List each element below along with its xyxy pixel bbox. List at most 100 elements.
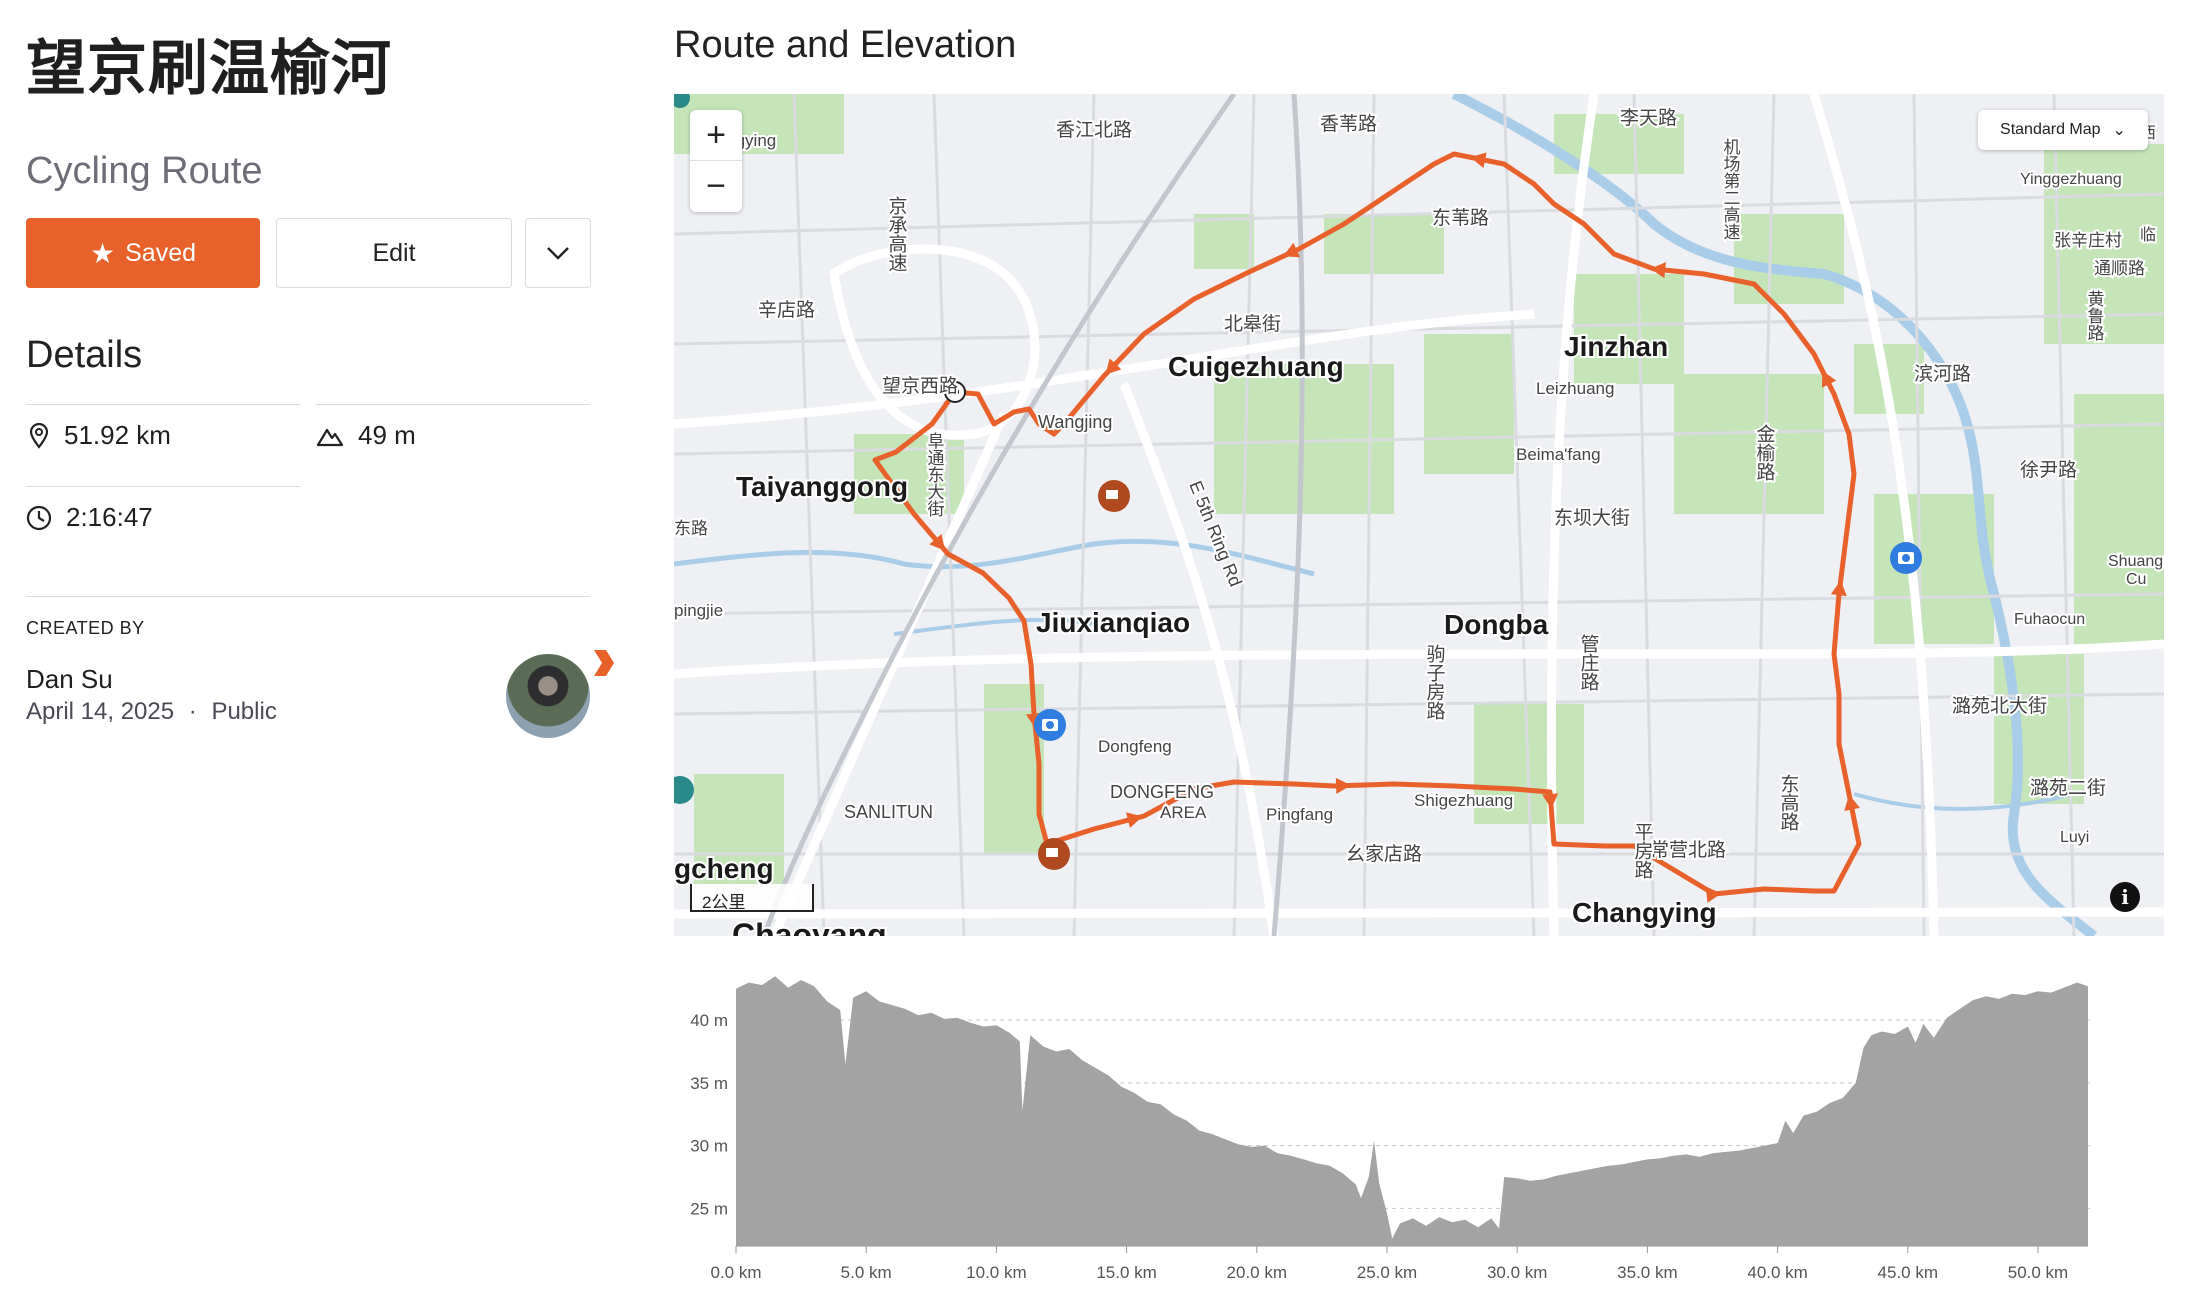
details-heading: Details (26, 334, 143, 376)
map-label: Jiuxianqiao (1036, 607, 1190, 638)
created-date: April 14, 2025 (26, 698, 175, 725)
route-elevation-heading: Route and Elevation (674, 24, 1017, 66)
route-direction-arrow (1470, 152, 1487, 169)
route-direction-arrow (1126, 812, 1143, 828)
route-direction-arrow (1283, 242, 1301, 258)
map-label: 香江北路 (1056, 119, 1132, 141)
water-features (674, 94, 2098, 936)
route-type: Cycling Route (26, 150, 263, 192)
star-icon: ★ (90, 237, 116, 269)
edit-label: Edit (372, 238, 416, 267)
y-tick-label: 30 m (690, 1137, 728, 1156)
map-label: Jinzhan (1564, 331, 1668, 362)
map-label: gcheng (674, 853, 774, 884)
saved-label: Saved (125, 238, 196, 267)
map-label: 东坝大街 (1554, 507, 1630, 529)
x-tick-label: 5.0 km (841, 1263, 892, 1282)
edit-button[interactable]: Edit (276, 218, 512, 288)
map-label: Leizhuang (1536, 379, 1614, 398)
map-label: SANLITUN (844, 802, 933, 822)
route-line (872, 151, 1862, 897)
map-label: 通顺路 (2094, 259, 2145, 278)
park-areas (674, 94, 2164, 884)
map-label: 驹子房路 (1424, 644, 1446, 720)
start-marker[interactable] (944, 381, 966, 403)
map-label: pingjie (674, 601, 723, 620)
divider (26, 596, 590, 597)
divider (316, 404, 590, 405)
mountain-icon (316, 428, 344, 446)
coffee-icon[interactable] (1038, 838, 1070, 870)
route-direction-arrow (1335, 777, 1352, 794)
route-direction-arrow (1705, 886, 1722, 903)
zoom-in-button[interactable]: + (690, 110, 742, 161)
route-direction-arrow (1105, 358, 1122, 375)
map-label: Luyi (2060, 829, 2089, 846)
coffee-icon[interactable] (1098, 480, 1130, 512)
elevation-stat: 49 m (316, 420, 416, 451)
map-label: 黄鲁路 (2085, 290, 2105, 341)
map-label: 幺家店路 (1346, 843, 1422, 865)
divider (26, 404, 300, 405)
route-map[interactable]: Cuigezhuang Jinzhan Taiyanggong Jiuxianqiao… (674, 94, 2164, 936)
map-label: Changying (1572, 897, 1717, 928)
info-icon[interactable]: i (2110, 882, 2140, 912)
zoom-control[interactable]: + − (690, 110, 742, 212)
map-label: 阜通东大街 (925, 432, 945, 517)
camera-icon[interactable] (1034, 709, 1066, 741)
x-tick-label: 0.0 km (710, 1263, 761, 1282)
more-options-button[interactable] (525, 218, 591, 288)
map-label: 辛店路 (758, 299, 815, 321)
map-label: Wangjing (1038, 412, 1112, 432)
subscriber-badge-icon (594, 650, 614, 676)
map-label: Chaoyang (732, 917, 887, 936)
map-label: 潞苑二街 (2030, 777, 2106, 799)
map-label: Shuang (2108, 553, 2163, 570)
author-meta: April 14, 2025 · Public (26, 698, 277, 726)
map-label: Cu (2126, 571, 2146, 588)
major-roads (674, 94, 2164, 936)
map-scale: 2公里 (690, 884, 814, 912)
y-tick-label: 25 m (690, 1199, 728, 1218)
chevron-down-icon (547, 247, 569, 260)
x-tick-label: 45.0 km (1878, 1263, 1938, 1282)
x-tick-label: 25.0 km (1357, 1263, 1417, 1282)
search-pin-icon[interactable] (674, 94, 690, 108)
visibility-label: Public (211, 698, 277, 725)
minor-roads (674, 94, 2164, 936)
map-label: 李天路 (1620, 107, 1677, 129)
y-tick-label: 35 m (690, 1074, 728, 1093)
map-label: 香苇路 (1320, 113, 1377, 135)
avatar[interactable] (506, 654, 590, 738)
chevron-down-icon: ⌄ (2112, 122, 2126, 139)
elevation-chart[interactable]: 40 m 35 m 30 m 25 m 0.0 km 5.0 km 10.0 km 15.0… (674, 950, 2166, 1300)
map-canvas[interactable]: Cuigezhuang Jinzhan Taiyanggong Jiuxianqiao… (674, 94, 2164, 936)
divider (26, 486, 300, 487)
route-direction-arrow (929, 533, 946, 551)
distance-stat: 51.92 km (28, 420, 171, 451)
moving-time-stat: 2:16:47 (26, 502, 153, 533)
map-label: Fuhaocun (2014, 611, 2085, 628)
saved-button[interactable]: ★ Saved (26, 218, 260, 288)
route-title: 望京刷温榆河 (26, 34, 392, 104)
moving-time-value: 2:16:47 (66, 502, 153, 532)
author-name[interactable]: Dan Su (26, 664, 113, 694)
search-pin-icon[interactable] (674, 776, 694, 804)
map-label: 平房路 (1632, 822, 1654, 879)
camera-icon[interactable] (1890, 542, 1922, 574)
map-labels: Cuigezhuang Jinzhan Taiyanggong Jiuxianqiao… (674, 105, 2164, 936)
map-label: 东苇路 (1432, 207, 1489, 229)
map-label: Dongba (1444, 609, 1549, 640)
zoom-out-button[interactable]: − (706, 167, 726, 205)
map-label: Dongfeng (1098, 737, 1172, 756)
x-tick-label: 40.0 km (1747, 1263, 1807, 1282)
map-label: 管庄路 (1578, 634, 1600, 691)
clock-icon (26, 505, 52, 530)
elevation-gain-value: 49 m (358, 420, 416, 450)
route-direction-arrow (1830, 580, 1847, 597)
map-style-label: Standard Map (2000, 121, 2101, 138)
map-style-selector[interactable]: Standard Map ⌄ (1978, 110, 2148, 150)
map-label: 张辛庄村 (2054, 231, 2122, 250)
map-label: 徐尹路 (2020, 459, 2077, 481)
elevation-y-ticks: 40 m 35 m 30 m 25 m (690, 1011, 728, 1218)
